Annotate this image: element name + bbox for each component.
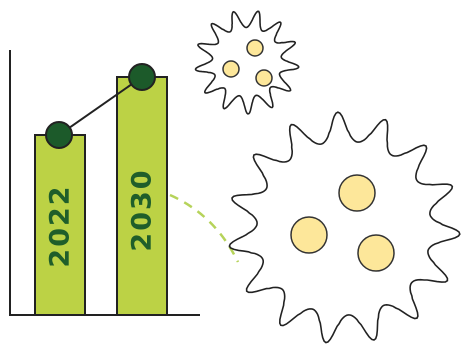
nucleus [222, 60, 240, 78]
bar-label: 2022 [45, 184, 76, 267]
bar-label: 2030 [127, 168, 158, 251]
dot [45, 121, 73, 149]
chart-illustration: 2022 2030 [9, 50, 240, 316]
nucleus [338, 174, 376, 212]
trend-line [58, 76, 143, 136]
dot [128, 63, 156, 91]
nucleus [246, 39, 264, 57]
virus-small [194, 10, 300, 115]
bar [34, 134, 86, 316]
virus-big [228, 111, 461, 344]
nucleus [255, 69, 273, 87]
connector [169, 193, 240, 263]
nucleus [290, 216, 328, 254]
nucleus [357, 234, 395, 272]
